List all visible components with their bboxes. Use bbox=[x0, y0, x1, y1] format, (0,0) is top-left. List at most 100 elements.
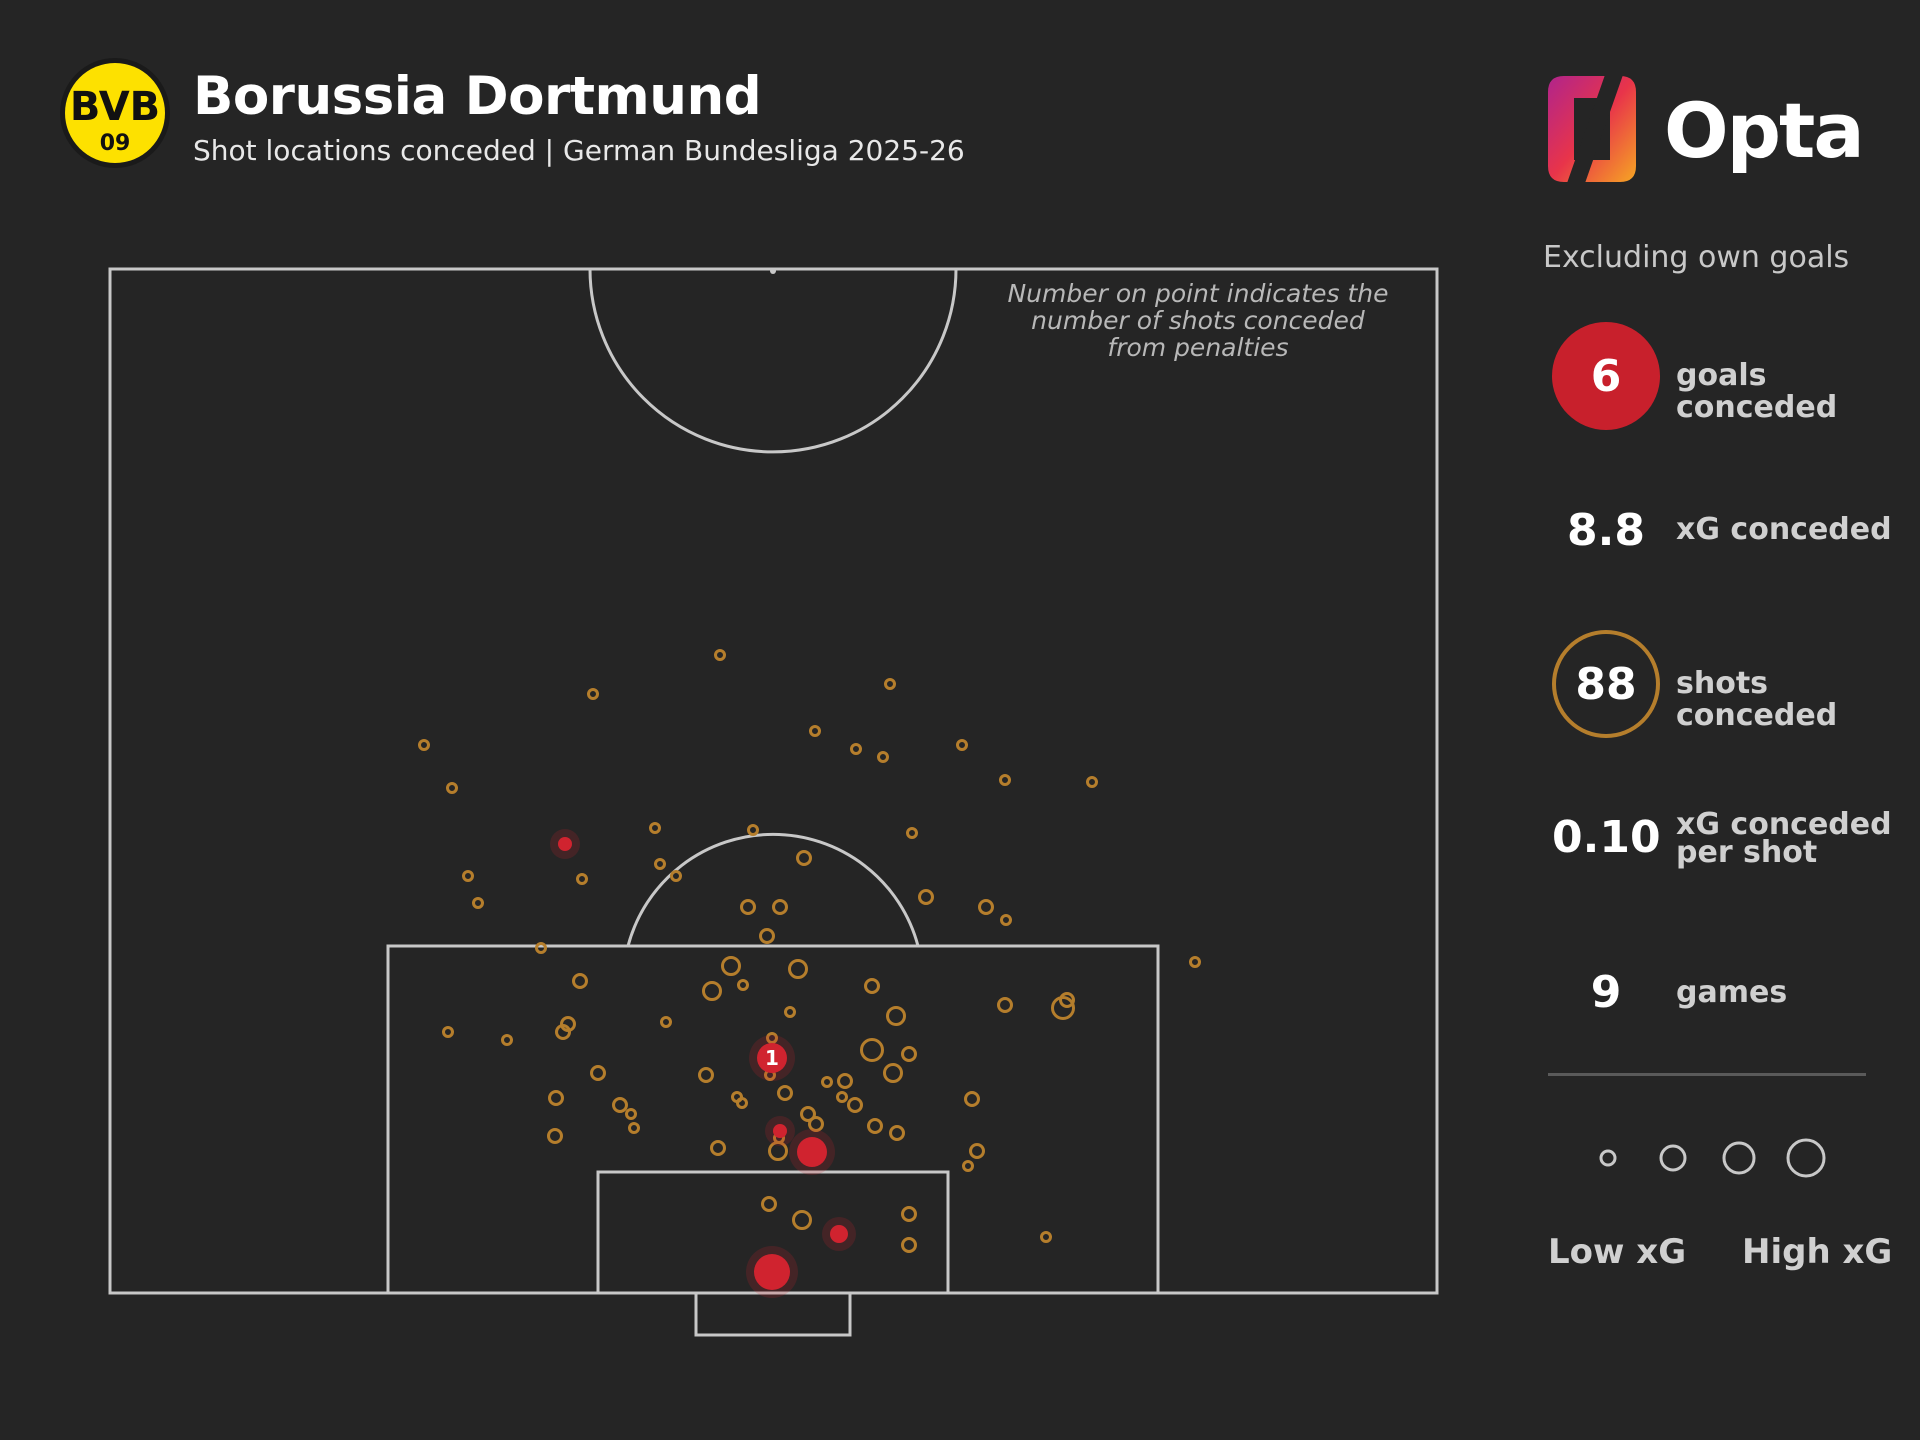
xg-per-shot-value: 0.10 bbox=[1552, 812, 1661, 863]
shot-point bbox=[535, 942, 547, 954]
legend-circle-3 bbox=[1722, 1141, 1756, 1175]
shot-point bbox=[649, 822, 661, 834]
centre-circle bbox=[588, 268, 958, 454]
shot-point bbox=[761, 1196, 777, 1212]
shot-point bbox=[809, 725, 821, 737]
shot-point bbox=[889, 1125, 905, 1141]
shot-point bbox=[918, 889, 934, 905]
shot-point bbox=[766, 1032, 778, 1044]
shot-point bbox=[860, 1038, 884, 1062]
goal-point bbox=[797, 1137, 827, 1167]
centre-spot bbox=[770, 268, 776, 274]
shot-point bbox=[1189, 956, 1201, 968]
legend-divider bbox=[1548, 1073, 1866, 1076]
shot-point bbox=[587, 688, 599, 700]
games-label: games bbox=[1676, 975, 1788, 1010]
shot-point bbox=[886, 1006, 906, 1026]
shot-point bbox=[576, 873, 588, 885]
shot-point bbox=[702, 981, 722, 1001]
goals-conceded-label: goals conceded bbox=[1676, 358, 1838, 425]
shot-point bbox=[884, 678, 896, 690]
shot-point bbox=[969, 1143, 985, 1159]
shot-point bbox=[1040, 1231, 1052, 1243]
shot-point bbox=[660, 1016, 672, 1028]
shot-point bbox=[747, 824, 759, 836]
shot-point bbox=[670, 870, 682, 882]
shots-conceded-label: shots conceded bbox=[1676, 666, 1838, 733]
shot-point bbox=[997, 997, 1013, 1013]
xg-conceded-label: xG conceded bbox=[1676, 512, 1892, 547]
shot-point bbox=[714, 649, 726, 661]
shot-point bbox=[906, 827, 918, 839]
excluding-note: Excluding own goals bbox=[1543, 240, 1850, 275]
shot-point bbox=[999, 774, 1011, 786]
shot-point bbox=[877, 751, 889, 763]
shot-point bbox=[555, 1024, 571, 1040]
shot-point bbox=[1059, 992, 1075, 1008]
games-value: 9 bbox=[1590, 967, 1622, 1018]
shot-point bbox=[698, 1067, 714, 1083]
shots-layer bbox=[418, 649, 1201, 1253]
shot-point bbox=[883, 1063, 903, 1083]
goal-point bbox=[558, 837, 572, 851]
shot-point bbox=[964, 1091, 980, 1107]
shot-point bbox=[850, 743, 862, 755]
shot-point bbox=[1051, 996, 1075, 1020]
badge-top-text: BVB bbox=[70, 84, 160, 130]
shot-point bbox=[737, 979, 749, 991]
bvb-badge-icon: BVB 09 bbox=[60, 58, 170, 168]
legend-circle-1 bbox=[1599, 1149, 1617, 1167]
shot-point bbox=[768, 1141, 788, 1161]
shot-point bbox=[654, 858, 666, 870]
shot-point bbox=[628, 1122, 640, 1134]
shot-point bbox=[462, 870, 474, 882]
legend-high-label: High xG bbox=[1742, 1232, 1893, 1272]
legend-low-label: Low xG bbox=[1548, 1232, 1687, 1272]
legend-circle-2 bbox=[1659, 1144, 1687, 1172]
shot-point bbox=[472, 897, 484, 909]
shot-point bbox=[978, 899, 994, 915]
legend-circle-4 bbox=[1786, 1138, 1826, 1178]
penalty-count-label: 1 bbox=[765, 1046, 779, 1070]
shot-point bbox=[548, 1090, 564, 1106]
shot-point bbox=[501, 1034, 513, 1046]
shot-point bbox=[836, 1091, 848, 1103]
shot-point bbox=[808, 1116, 824, 1132]
shot-point bbox=[772, 899, 788, 915]
penalty-note: Number on point indicates the number of … bbox=[1007, 279, 1389, 362]
opta-logo-icon bbox=[1548, 72, 1636, 186]
shot-point bbox=[625, 1108, 637, 1120]
goal-point bbox=[773, 1124, 787, 1138]
shot-point bbox=[1086, 776, 1098, 788]
shot-point bbox=[547, 1128, 563, 1144]
shot-point bbox=[784, 1006, 796, 1018]
pitch-lines bbox=[108, 267, 1439, 1337]
opta-logo-text: Opta bbox=[1664, 86, 1865, 175]
shot-point bbox=[864, 978, 880, 994]
shot-point bbox=[736, 1097, 748, 1109]
shot-point bbox=[901, 1046, 917, 1062]
goal bbox=[694, 1291, 852, 1337]
shot-point bbox=[612, 1097, 628, 1113]
goals-layer: 1 bbox=[550, 829, 856, 1298]
page-subtitle: Shot locations conceded | German Bundesl… bbox=[193, 134, 965, 167]
badge-bottom-text: 09 bbox=[100, 131, 131, 156]
xg-size-legend bbox=[1599, 1138, 1826, 1178]
shot-point bbox=[1000, 914, 1012, 926]
goal-point bbox=[754, 1254, 790, 1290]
shot-point bbox=[796, 850, 812, 866]
shot-point bbox=[901, 1237, 917, 1253]
shot-point bbox=[792, 1210, 812, 1230]
xg-per-shot-label-2: per shot bbox=[1676, 835, 1818, 870]
shot-point bbox=[800, 1106, 816, 1122]
shots-conceded-value: 88 bbox=[1552, 630, 1660, 738]
shot-point bbox=[572, 973, 588, 989]
page-title: Borussia Dortmund bbox=[193, 66, 762, 127]
shot-point bbox=[837, 1073, 853, 1089]
shot-point bbox=[721, 956, 741, 976]
shot-point bbox=[740, 899, 756, 915]
xg-per-shot-label-1: xG conceded bbox=[1676, 807, 1892, 842]
shot-point bbox=[867, 1118, 883, 1134]
shot-point bbox=[788, 959, 808, 979]
